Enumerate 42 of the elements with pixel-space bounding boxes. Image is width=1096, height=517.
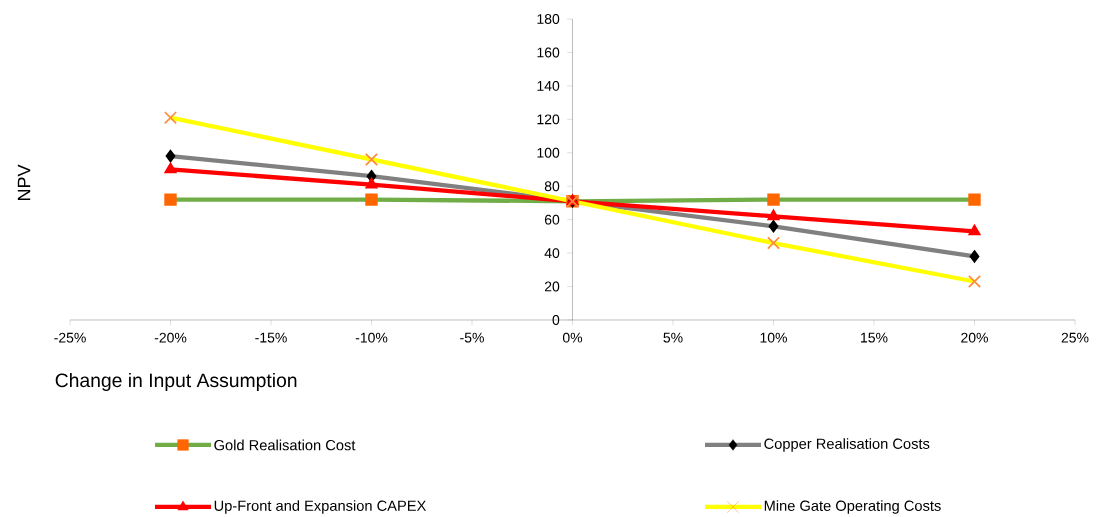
point <box>767 209 780 221</box>
point <box>969 250 980 263</box>
y-tick-label: 180 <box>537 14 560 24</box>
y-tick-label: 80 <box>544 181 560 192</box>
point <box>768 220 779 233</box>
point <box>164 162 177 174</box>
y-tick-label: 40 <box>544 248 560 259</box>
point <box>968 193 981 206</box>
point <box>967 275 982 289</box>
legend-label: Gold Realisation Cost <box>214 439 356 451</box>
point <box>365 193 378 206</box>
x-tick-label: -25% <box>54 332 86 343</box>
x-tick-label: 0% <box>562 332 583 343</box>
y-tick-label: 120 <box>537 114 560 125</box>
y-tick-label: 100 <box>537 147 560 158</box>
point <box>164 193 177 206</box>
x-axis-title: Change in Input Assumption <box>55 372 297 391</box>
y-tick-label: 60 <box>544 214 560 225</box>
x-tick-label: -10% <box>355 332 388 343</box>
legend-label: Mine Gate Operating Costs <box>764 500 941 514</box>
point <box>766 236 781 250</box>
x-tick-label: 25% <box>1061 332 1089 343</box>
point <box>163 111 178 125</box>
x-tick-label: -15% <box>255 332 287 343</box>
point <box>365 177 378 189</box>
y-tick-label: 140 <box>537 80 560 91</box>
point <box>968 224 981 236</box>
legend-label: Up-Front and Expansion CAPEX <box>214 500 427 514</box>
y-tick-label: 160 <box>537 47 560 58</box>
x-tick-label: 5% <box>663 332 683 343</box>
y-tick-label: 0 <box>552 315 560 325</box>
point <box>767 193 780 206</box>
legend-label: Copper Realisation Costs <box>764 438 930 452</box>
x-tick-label: 15% <box>861 332 888 343</box>
y-tick-label: 20 <box>544 281 560 292</box>
point <box>364 152 379 166</box>
x-tick-label: 20% <box>961 332 988 343</box>
x-tick-label: 10% <box>760 332 787 343</box>
x-tick-label: -20% <box>154 332 187 343</box>
x-tick-label: -5% <box>460 332 484 343</box>
y-axis-title: NPV <box>17 164 31 201</box>
point <box>165 149 176 163</box>
